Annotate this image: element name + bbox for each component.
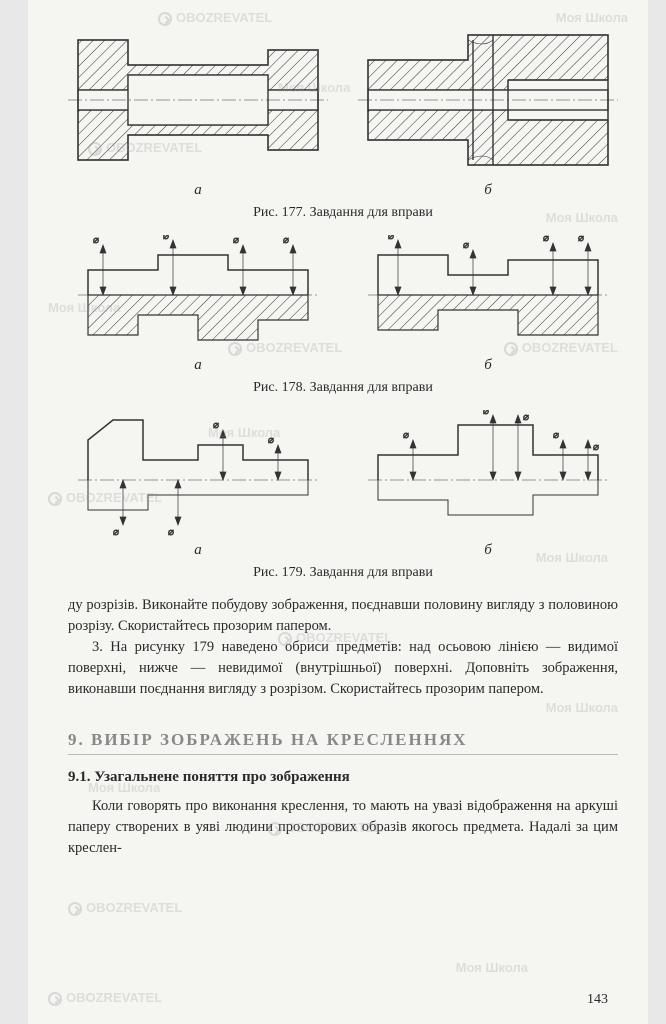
figure-178a: ⌀ ⌀ ⌀ ⌀ а: [68, 235, 328, 374]
drawing-177b: [358, 20, 618, 180]
figure-178a-label: а: [68, 357, 328, 374]
page: OBOZREVATEL Моя Школа Моя Школа OBOZREVA…: [28, 0, 648, 1024]
svg-text:⌀: ⌀: [268, 435, 274, 446]
watermark: OBOZREVATEL: [68, 900, 182, 916]
svg-text:⌀: ⌀: [233, 235, 239, 246]
figure-178-row: ⌀ ⌀ ⌀ ⌀ а ⌀ ⌀: [68, 235, 618, 374]
drawing-179b: ⌀ ⌀ ⌀ ⌀ ⌀: [358, 410, 618, 540]
svg-text:⌀: ⌀: [523, 412, 529, 423]
svg-text:⌀: ⌀: [553, 430, 559, 441]
figure-179a-label: а: [68, 542, 328, 559]
figure-178b-label: б: [358, 357, 618, 374]
watermark: Моя Школа: [456, 960, 528, 975]
drawing-178a: ⌀ ⌀ ⌀ ⌀: [68, 235, 328, 355]
figure-177-caption: Рис. 177. Завдання для вправи: [68, 205, 618, 221]
chapter-title: 9. ВИБІР ЗОБРАЖЕНЬ НА КРЕСЛЕННЯХ: [68, 730, 618, 755]
svg-text:⌀: ⌀: [213, 420, 219, 431]
figure-179-caption: Рис. 179. Завдання для вправи: [68, 565, 618, 581]
page-number: 143: [587, 992, 608, 1008]
figure-178b: ⌀ ⌀ ⌀ ⌀ б: [358, 235, 618, 374]
paragraph-task3: 3. На рисунку 179 наведено обриси предме…: [68, 637, 618, 700]
figure-177-row: а б: [68, 20, 618, 199]
svg-text:⌀: ⌀: [593, 442, 599, 453]
figure-177a-label: а: [68, 182, 328, 199]
figure-178-caption: Рис. 178. Завдання для вправи: [68, 380, 618, 396]
figure-177b: б: [358, 20, 618, 199]
svg-text:⌀: ⌀: [283, 235, 289, 246]
section-title: 9.1. Узагальнене поняття про зображення: [68, 769, 618, 786]
figure-179b: ⌀ ⌀ ⌀ ⌀ ⌀ б: [358, 410, 618, 559]
drawing-177a: [68, 20, 328, 180]
svg-text:⌀: ⌀: [163, 235, 169, 242]
section-paragraph: Коли говорять про виконання креслення, т…: [68, 796, 618, 859]
figure-177a: а: [68, 20, 328, 199]
watermark: Моя Школа: [546, 700, 618, 715]
figure-179b-label: б: [358, 542, 618, 559]
paragraph-continuation: ду розрізів. Виконайте побудову зображен…: [68, 595, 618, 637]
svg-text:⌀: ⌀: [168, 527, 174, 538]
svg-text:⌀: ⌀: [578, 235, 584, 244]
svg-text:⌀: ⌀: [403, 430, 409, 441]
svg-text:⌀: ⌀: [463, 240, 469, 251]
drawing-178b: ⌀ ⌀ ⌀ ⌀: [358, 235, 618, 355]
dia-icon: ⌀: [93, 235, 99, 246]
figure-177b-label: б: [358, 182, 618, 199]
watermark: OBOZREVATEL: [48, 990, 162, 1006]
svg-text:⌀: ⌀: [388, 235, 394, 242]
figure-179-row: ⌀ ⌀ ⌀ ⌀ а ⌀ ⌀: [68, 410, 618, 559]
svg-text:⌀: ⌀: [543, 235, 549, 244]
svg-text:⌀: ⌀: [113, 527, 119, 538]
svg-text:⌀: ⌀: [483, 410, 489, 417]
drawing-179a: ⌀ ⌀ ⌀ ⌀: [68, 410, 328, 540]
figure-179a: ⌀ ⌀ ⌀ ⌀ а: [68, 410, 328, 559]
